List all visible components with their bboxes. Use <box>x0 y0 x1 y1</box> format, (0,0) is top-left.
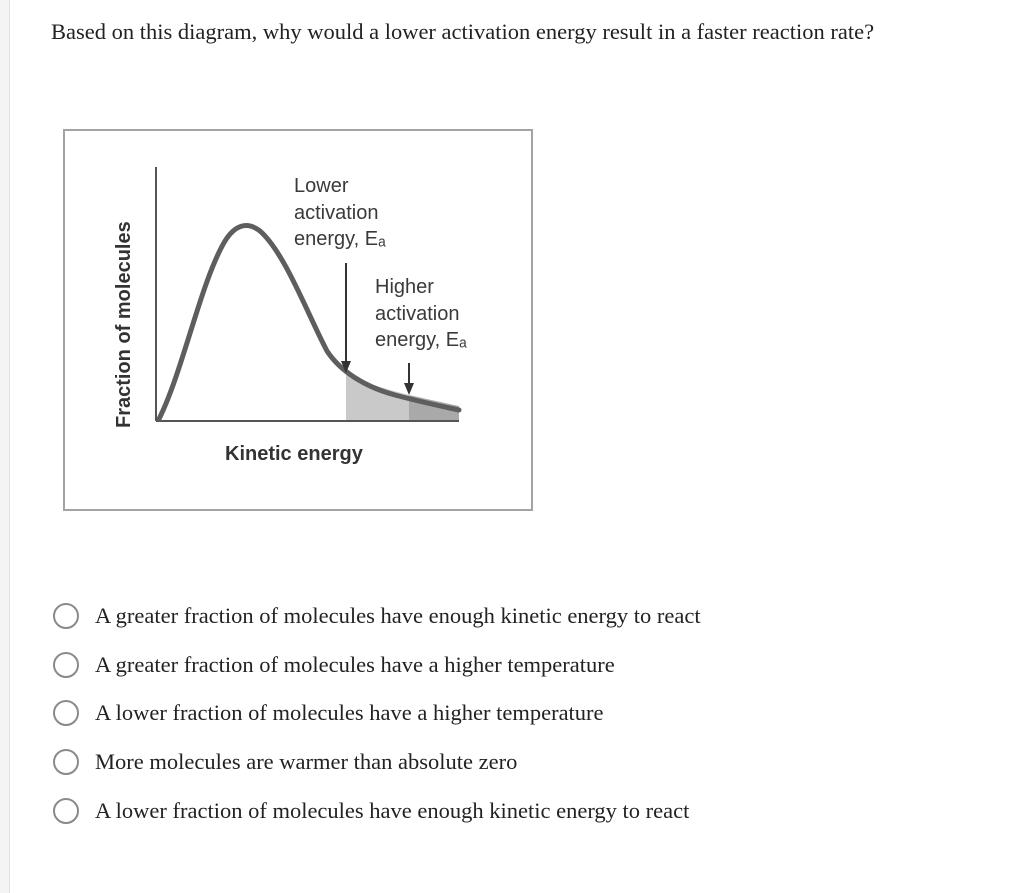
answer-option-label[interactable]: A lower fraction of molecules have a hig… <box>95 700 604 725</box>
lower-ea-label: Lower activation energy, Eₐ <box>294 175 386 250</box>
lower-ea-label-line-2: activation <box>294 202 379 224</box>
energy-distribution-diagram: Lower activation energy, Eₐ Higher activ… <box>63 129 533 511</box>
radio-button[interactable] <box>53 602 79 629</box>
higher-ea-label-line-2: activation <box>375 303 460 325</box>
x-axis-label: Kinetic energy <box>225 443 364 465</box>
left-edge-rule <box>0 0 10 893</box>
answer-option[interactable]: More molecules are warmer than absolute … <box>53 737 701 786</box>
answer-option[interactable]: A greater fraction of molecules have a h… <box>53 640 701 689</box>
higher-ea-label-line-1: Higher <box>375 276 434 298</box>
y-axis-label: Fraction of molecules <box>113 221 135 428</box>
lower-ea-label-line-1: Lower <box>294 175 349 197</box>
distribution-curve <box>156 223 462 422</box>
answer-option[interactable]: A lower fraction of molecules have enoug… <box>53 786 701 835</box>
answer-option-label[interactable]: A lower fraction of molecules have enoug… <box>95 797 690 823</box>
answer-option-label[interactable]: A greater fraction of molecules have eno… <box>95 602 701 628</box>
radio-button[interactable] <box>53 748 79 775</box>
answer-option[interactable]: A lower fraction of molecules have a hig… <box>53 689 701 737</box>
higher-ea-arrow-head <box>404 383 414 395</box>
diagram-svg: Lower activation energy, Eₐ Higher activ… <box>113 167 467 465</box>
answer-option[interactable]: A greater fraction of molecules have eno… <box>53 591 701 640</box>
answer-options: A greater fraction of molecules have eno… <box>53 591 701 835</box>
higher-ea-label-line-3: energy, Eₐ <box>375 329 467 351</box>
lower-ea-label-line-3: energy, Eₐ <box>294 228 386 250</box>
radio-button[interactable] <box>53 797 79 824</box>
radio-button[interactable] <box>53 700 79 726</box>
answer-option-label[interactable]: More molecules are warmer than absolute … <box>95 748 518 774</box>
shade-lower-ea-region <box>346 373 409 421</box>
higher-ea-label: Higher activation energy, Eₐ <box>375 276 467 351</box>
lower-ea-arrow-head <box>341 361 351 373</box>
question-text: Based on this diagram, why would a lower… <box>51 19 875 44</box>
answer-option-label[interactable]: A greater fraction of molecules have a h… <box>95 651 615 677</box>
radio-button[interactable] <box>53 651 79 678</box>
